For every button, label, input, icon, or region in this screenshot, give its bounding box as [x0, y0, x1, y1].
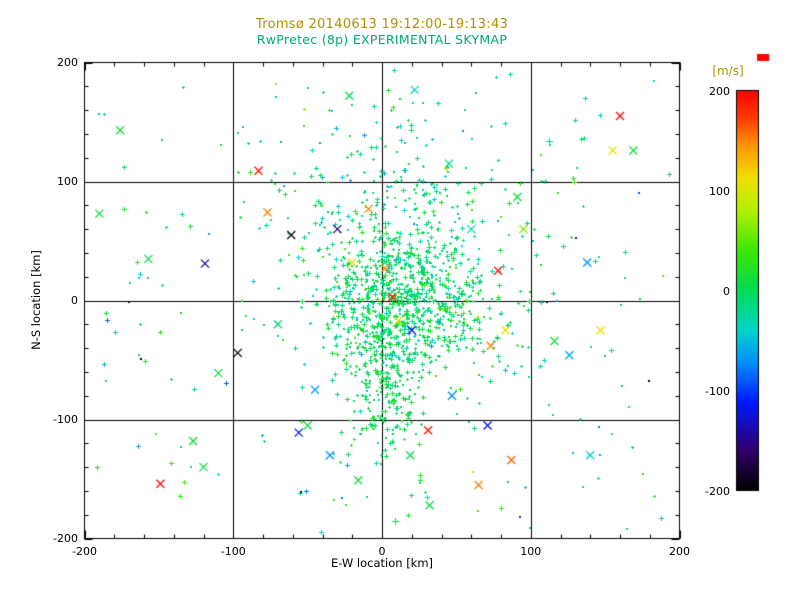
- x-tick-label: 100: [520, 545, 542, 558]
- colorbar-tick-label: -100: [705, 384, 730, 398]
- colorbar-tick-label: 0: [723, 284, 730, 298]
- y-tick-label: -100: [53, 412, 78, 426]
- y-tick-label: 0: [71, 293, 78, 307]
- x-tick-label: -100: [220, 545, 246, 558]
- y-tick-label: 200: [57, 55, 78, 69]
- plot-title-line2: RwPretec (8p) EXPERIMENTAL SKYMAP: [256, 32, 508, 47]
- plot-title-line1: Tromsø 20140613 19:12:00-19:13:43: [255, 17, 509, 32]
- x-tick-label: -200: [72, 545, 97, 558]
- colorbar-tick-label: 100: [709, 184, 730, 198]
- x-tick-label: 0: [378, 545, 386, 558]
- colorbar-label: [m/s]: [712, 64, 744, 78]
- x-axis-label: E-W location [km]: [330, 556, 434, 570]
- colorbar-tick-label: -200: [705, 484, 730, 498]
- colorbar-tick-label: 200: [709, 84, 730, 98]
- x-tick-label: 200: [669, 545, 690, 558]
- y-tick-label: -200: [53, 531, 78, 545]
- y-tick-label: 100: [57, 174, 78, 188]
